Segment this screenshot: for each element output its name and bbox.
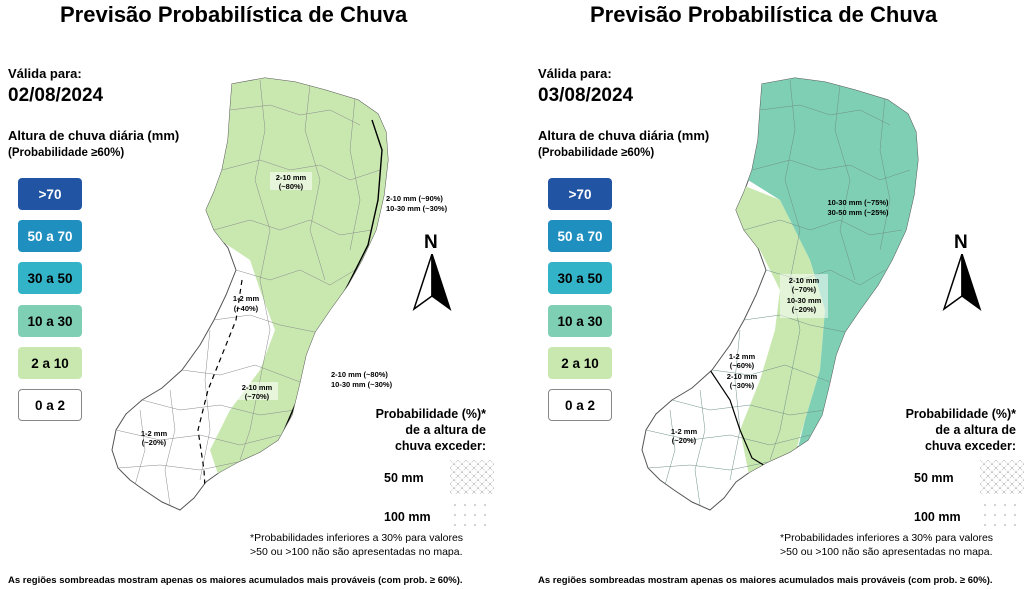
forecast-panel-day1: Previsão Probabilística de Chuva Válida … bbox=[8, 2, 494, 586]
legend-item-2-10: 2 a 10 bbox=[18, 347, 82, 379]
compass-icon bbox=[412, 254, 452, 311]
zone-label-central-3: 10-30 mm bbox=[787, 296, 822, 305]
hatch-100mm-swatch bbox=[980, 500, 1024, 534]
zone-label-southwest: 1-2 mm bbox=[141, 429, 168, 438]
legend-title: Altura de chuva diária (mm) bbox=[8, 128, 180, 143]
zone-label-central-2: (~70%) bbox=[792, 285, 817, 294]
zone-label-west-4: (~30%) bbox=[730, 381, 755, 390]
footnote: *Probabilidades inferiores a 30% para va… bbox=[250, 532, 464, 558]
state-map: 2-10 mm (~80%) 1-2 mm (~40%) 2-10 mm (~7… bbox=[111, 77, 389, 511]
threshold-50mm-label: 50 mm bbox=[914, 471, 954, 485]
probability-title: Probabilidade (%)* de a altura de chuva … bbox=[905, 407, 1016, 453]
zone-label-coast-north: 2-10 mm (~90%) 10-30 mm (~30%) bbox=[386, 194, 448, 213]
boundary-line-west bbox=[709, 369, 776, 473]
zone-label-west-2: (~60%) bbox=[730, 361, 755, 370]
zone-label-northeast: 10-30 mm (~75%) bbox=[827, 198, 889, 207]
legend-item-gt70: >70 bbox=[18, 178, 82, 210]
legend-subtitle: (Probabilidade ≥60%) bbox=[538, 147, 655, 159]
north-letter: N bbox=[424, 232, 438, 253]
zone-label-south-prob: (~70%) bbox=[245, 392, 270, 401]
panel-title: Previsão Probabilística de Chuva bbox=[60, 2, 408, 27]
legend-item-2-10: 2 a 10 bbox=[548, 347, 612, 379]
north-letter: N bbox=[954, 232, 968, 253]
zone-label-north-prob: (~80%) bbox=[279, 182, 304, 191]
legend-item-0-2: 0 a 2 bbox=[548, 389, 612, 421]
zone-label-central: 2-10 mm bbox=[789, 276, 820, 285]
zone-label-coast-south: 2-10 mm (~80%) 10-30 mm (~30%) bbox=[331, 370, 393, 389]
hatch-100mm-swatch bbox=[450, 500, 494, 534]
legend-title: Altura de chuva diária (mm) bbox=[538, 128, 710, 143]
footer-note: As regiões sombreadas mostram apenas os … bbox=[538, 575, 993, 586]
zone-label-north: 2-10 mm bbox=[276, 173, 307, 182]
zone-label-south: 2-10 mm bbox=[242, 383, 273, 392]
legend-item-30-50: 30 a 50 bbox=[18, 262, 82, 294]
zone-label-west: 1-2 mm bbox=[729, 352, 756, 361]
legend-item-gt70: >70 bbox=[548, 178, 612, 210]
probability-title: Probabilidade (%)* de a altura de chuva … bbox=[375, 407, 486, 453]
threshold-100mm-label: 100 mm bbox=[914, 510, 961, 524]
legend-subtitle: (Probabilidade ≥60%) bbox=[8, 147, 125, 159]
zone-2-10 bbox=[730, 180, 825, 480]
zone-label-northeast-2: 30-50 mm (~25%) bbox=[827, 208, 889, 217]
footnote: *Probabilidades inferiores a 30% para va… bbox=[780, 532, 994, 558]
zone-label-west-central: 1-2 mm bbox=[233, 294, 260, 303]
zone-label-west-central-prob: (~40%) bbox=[234, 304, 259, 313]
legend-item-50-70: 50 a 70 bbox=[18, 220, 82, 252]
valid-date: 03/08/2024 bbox=[538, 85, 634, 106]
legend-item-10-30: 10 a 30 bbox=[548, 305, 612, 337]
footer-note: As regiões sombreadas mostram apenas os … bbox=[8, 575, 463, 586]
valid-label: Válida para: bbox=[8, 66, 82, 81]
boundary-line-west bbox=[197, 279, 243, 507]
forecast-panel-day2: Previsão Probabilística de Chuva Válida … bbox=[530, 0, 1024, 589]
legend-item-0-2: 0 a 2 bbox=[18, 389, 82, 421]
compass-icon bbox=[942, 254, 982, 311]
legend-item-30-50: 30 a 50 bbox=[548, 262, 612, 294]
hatch-50mm-swatch bbox=[450, 460, 494, 494]
hatch-50mm-swatch bbox=[980, 460, 1024, 494]
municipality-borders bbox=[115, 79, 381, 506]
threshold-50mm-label: 50 mm bbox=[384, 471, 424, 485]
legend-item-10-30: 10 a 30 bbox=[18, 305, 82, 337]
zone-label-west-3: 2-10 mm bbox=[727, 372, 758, 381]
legend-item-50-70: 50 a 70 bbox=[548, 220, 612, 252]
zone-label-southwest-prob: (~20%) bbox=[142, 438, 167, 447]
zone-label-southwest-2: (~20%) bbox=[672, 436, 697, 445]
valid-label: Válida para: bbox=[538, 66, 612, 81]
zone-labels: 2-10 mm (~80%) 1-2 mm (~40%) 2-10 mm (~7… bbox=[141, 172, 312, 447]
zone-label-southwest: 1-2 mm bbox=[671, 427, 698, 436]
zone-label-central-4: (~20%) bbox=[792, 305, 817, 314]
state-map: 10-30 mm (~75%) 30-50 mm (~25%) 2-10 mm … bbox=[641, 77, 919, 511]
panel-title: Previsão Probabilística de Chuva bbox=[590, 2, 938, 27]
threshold-100mm-label: 100 mm bbox=[384, 510, 431, 524]
zone-labels: 10-30 mm (~75%) 30-50 mm (~25%) 2-10 mm … bbox=[671, 198, 889, 445]
valid-date: 02/08/2024 bbox=[8, 85, 104, 106]
